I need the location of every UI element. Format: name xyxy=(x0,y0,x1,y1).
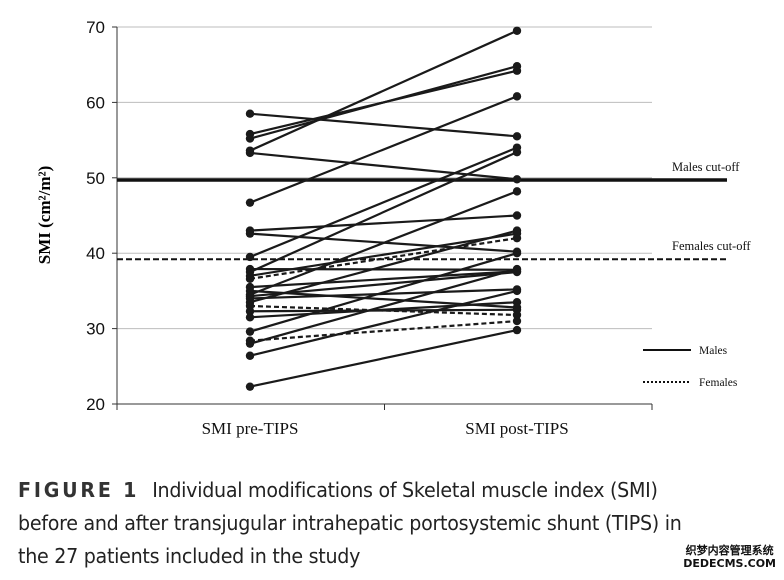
patient-line xyxy=(249,112,518,138)
patient-line xyxy=(249,252,518,333)
watermark-line2: DEDECMS.COM xyxy=(683,557,776,570)
data-point xyxy=(245,327,255,336)
data-point xyxy=(245,274,255,284)
patient-line xyxy=(249,65,518,140)
data-point xyxy=(512,305,522,314)
data-point xyxy=(245,134,255,143)
data-point xyxy=(512,175,522,184)
patient-series xyxy=(245,26,522,391)
y-tick-label: 50 xyxy=(86,169,105,188)
data-point xyxy=(512,264,522,274)
data-point xyxy=(512,62,522,71)
data-point xyxy=(245,382,255,391)
data-point xyxy=(512,325,522,335)
legend-label: Females xyxy=(699,377,738,389)
axes: 20 30 40 50 60 70 SMI pre-TIPS SMI post-TIPS xyxy=(86,18,653,438)
patient-line xyxy=(249,146,518,258)
patient-line xyxy=(249,232,518,277)
patient-line xyxy=(249,288,518,300)
watermark: 织梦内容管理系统 DEDECMS.COM xyxy=(683,544,776,570)
gridlines xyxy=(117,26,652,330)
data-point xyxy=(512,316,522,326)
patient-line xyxy=(249,301,518,319)
y-tick-label: 30 xyxy=(86,320,105,339)
data-point xyxy=(245,339,255,348)
patient-line xyxy=(249,29,518,152)
y-tick-label: 70 xyxy=(86,18,105,37)
legend: Males Females xyxy=(643,345,738,389)
paired-line-chart: 20 30 40 50 60 70 SMI pre-TIPS SMI post-TIPS Ma… xyxy=(35,18,751,438)
watermark-line1: 织梦内容管理系统 xyxy=(685,544,774,557)
patient-line xyxy=(249,329,518,388)
patient-line xyxy=(249,190,518,296)
x-tick-label: SMI post-TIPS xyxy=(465,419,568,438)
patient-line xyxy=(249,270,518,298)
y-axis-label: SMI (cm²/m²) xyxy=(35,166,54,264)
patient-line xyxy=(249,237,518,280)
data-point xyxy=(512,249,522,258)
cutoff-lines: Males cut-off Females cut-off xyxy=(117,160,751,261)
data-point xyxy=(512,211,522,220)
patient-line xyxy=(249,214,518,232)
patient-line xyxy=(249,319,518,342)
y-tick-label: 60 xyxy=(86,93,105,112)
figure-label: FIGURE 1 xyxy=(18,478,140,502)
caption-text: Individual modifications of Skeletal mus… xyxy=(18,478,682,568)
patient-line xyxy=(249,304,518,317)
data-point xyxy=(245,307,255,316)
figure-caption: FIGURE 1 Individual modifications of Skel… xyxy=(18,474,706,573)
data-point xyxy=(512,286,522,296)
patient-line xyxy=(249,151,518,181)
y-tick-label: 20 xyxy=(86,395,105,414)
data-point xyxy=(245,313,255,322)
data-point xyxy=(245,148,255,158)
patient-line xyxy=(249,267,518,345)
data-point xyxy=(512,233,522,243)
data-point xyxy=(245,229,255,238)
data-point xyxy=(245,252,255,262)
data-point xyxy=(512,187,522,196)
data-point xyxy=(512,92,522,101)
data-point xyxy=(512,26,522,35)
legend-label: Males xyxy=(699,345,728,357)
patient-line xyxy=(249,151,518,274)
data-point xyxy=(512,147,522,157)
y-tick-label: 40 xyxy=(86,244,105,263)
data-point xyxy=(512,298,522,307)
x-tick-label: SMI pre-TIPS xyxy=(202,419,299,438)
patient-line xyxy=(249,270,518,289)
data-point xyxy=(512,132,522,141)
data-point xyxy=(512,226,522,235)
data-point xyxy=(245,198,255,207)
data-point xyxy=(245,109,255,118)
cutoff-label: Males cut-off xyxy=(672,160,740,174)
data-point xyxy=(245,351,255,360)
patient-line xyxy=(249,289,518,357)
patient-line xyxy=(249,229,518,304)
patient-line xyxy=(249,95,518,204)
cutoff-label: Females cut-off xyxy=(672,239,751,253)
